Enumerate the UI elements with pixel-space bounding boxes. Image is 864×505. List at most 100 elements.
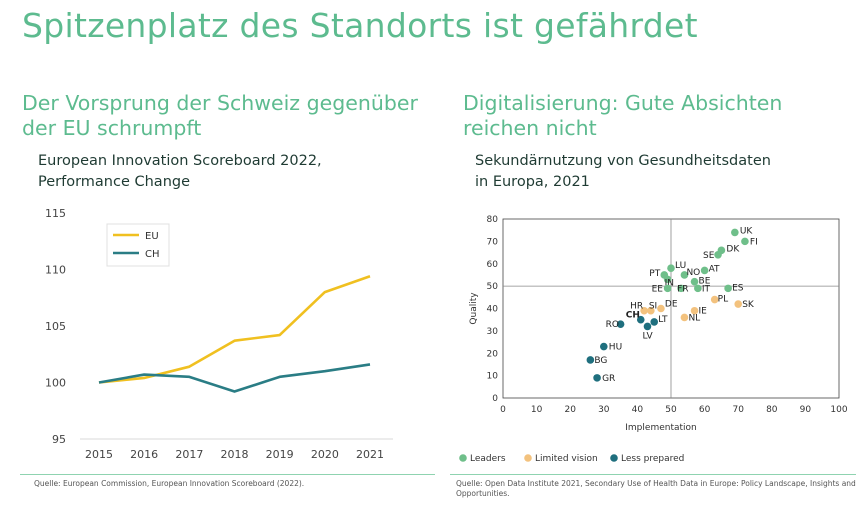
- x-tick-label: 2019: [266, 448, 294, 461]
- y-tick-label: 20: [487, 349, 499, 359]
- legend-label: Limited vision: [535, 454, 598, 464]
- point-ch: [636, 315, 645, 324]
- plot-frame: [502, 218, 840, 399]
- point-label-gr: GR: [602, 374, 615, 384]
- x-tick-label: 2017: [175, 448, 203, 461]
- point-label-es: ES: [732, 283, 744, 293]
- point-de: [657, 304, 665, 313]
- point-ro: [616, 320, 625, 328]
- point-label-at: AT: [709, 264, 720, 274]
- point-label-pt: PT: [649, 269, 660, 279]
- line-chart-title: European Innovation Scoreboard 2022, Per…: [38, 153, 322, 190]
- x-tick-label: 2020: [311, 448, 339, 461]
- point-hu: [600, 342, 608, 351]
- point-label-ch: CH: [626, 311, 640, 321]
- scatter-chart-title: Sekundärnutzung von Gesundheitsdaten in …: [475, 153, 771, 190]
- point-gr: [593, 374, 601, 382]
- point-label-hu: HU: [609, 343, 622, 353]
- x-tick-label: 90: [800, 405, 812, 415]
- x-tick-label: 0: [500, 405, 506, 415]
- point-ie: [690, 306, 699, 315]
- legend-marker: [610, 454, 618, 462]
- left-subtitle: Der Vorsprung der Schweiz gegenüber der …: [22, 91, 418, 140]
- point-label-nl: NL: [688, 313, 700, 323]
- y-tick-label: 50: [487, 282, 499, 292]
- point-label-ie: IE: [699, 307, 708, 317]
- point-label-hr: HR: [630, 302, 643, 312]
- legend-box: [106, 223, 170, 267]
- point-lt: [650, 318, 658, 326]
- point-label-uk: UK: [740, 226, 754, 236]
- point-label-it: IT: [702, 284, 711, 294]
- point-label-de: DE: [665, 300, 678, 310]
- x-axis-title: Implementation: [625, 423, 696, 433]
- point-label-in: IN: [665, 278, 674, 288]
- x-tick-label: 10: [531, 405, 543, 415]
- point-label-fi: FI: [750, 237, 758, 247]
- point-pl: [710, 295, 719, 304]
- y-tick-label: 95: [52, 433, 66, 446]
- x-tick-label: 30: [598, 405, 610, 415]
- x-tick-label: 100: [830, 405, 847, 415]
- point-si: [647, 306, 655, 315]
- point-label-lv: LV: [642, 331, 653, 341]
- y-tick-label: 80: [487, 215, 499, 225]
- x-tick-label: 50: [665, 405, 677, 415]
- point-fi: [741, 237, 749, 246]
- point-at: [700, 266, 709, 275]
- point-label-ee: EE: [652, 284, 664, 294]
- point-label-lu: LU: [675, 261, 686, 271]
- point-label-fr: FR: [677, 284, 688, 294]
- x-tick-label: 20: [564, 405, 576, 415]
- point-lv: [643, 322, 652, 331]
- point-label-se: SE: [703, 251, 715, 261]
- y-tick-label: 100: [45, 377, 66, 390]
- y-tick-label: 40: [487, 305, 499, 315]
- point-in: [663, 275, 672, 284]
- x-tick-label: 80: [766, 405, 778, 415]
- y-tick-label: 30: [487, 327, 499, 337]
- point-label-dk: DK: [726, 244, 740, 254]
- page-title: Spitzenplatz des Standorts ist gefährdet: [22, 6, 698, 45]
- point-label-lt: LT: [658, 315, 668, 325]
- point-lu: [667, 264, 675, 273]
- y-tick-label: 0: [492, 394, 498, 404]
- x-tick-label: 2018: [221, 448, 249, 461]
- point-nl: [680, 313, 689, 322]
- point-label-ro: RO: [606, 320, 619, 330]
- left-source-text: Quelle: European Commission, European In…: [34, 479, 305, 488]
- legend-label: EU: [145, 231, 159, 242]
- y-tick-label: 110: [45, 264, 66, 277]
- y-tick-label: 105: [45, 320, 66, 333]
- left-source: Quelle: European Commission, European In…: [20, 474, 435, 489]
- point-label-sk: SK: [742, 300, 755, 310]
- legend-marker: [524, 454, 532, 462]
- point-label-pl: PL: [718, 295, 728, 305]
- point-ee: [663, 284, 672, 293]
- series-line-eu: [98, 275, 371, 384]
- y-tick-label: 115: [45, 207, 66, 220]
- point-es: [724, 284, 732, 293]
- point-uk: [731, 228, 739, 237]
- point-no: [680, 271, 689, 279]
- x-tick-label: 70: [732, 405, 744, 415]
- point-bg: [586, 356, 595, 364]
- right-source: Quelle: Open Data Institute 2021, Second…: [450, 474, 856, 499]
- y-tick-label: 10: [487, 372, 499, 382]
- legend-label: CH: [145, 249, 160, 260]
- point-label-be: BE: [699, 277, 711, 287]
- y-tick-label: 70: [487, 237, 499, 247]
- right-source-text: Quelle: Open Data Institute 2021, Second…: [456, 479, 856, 498]
- point-label-si: SI: [649, 302, 657, 312]
- y-tick-label: 60: [487, 260, 499, 270]
- x-tick-label: 60: [699, 405, 711, 415]
- point-label-bg: BG: [594, 356, 607, 366]
- point-sk: [734, 300, 742, 308]
- point-se: [714, 251, 722, 259]
- x-tick-label: 2021: [356, 448, 384, 461]
- right-subtitle: Digitalisierung: Gute Absichten reichen …: [463, 91, 783, 140]
- series-line-ch: [98, 363, 371, 393]
- point-be: [690, 277, 699, 286]
- point-hr: [640, 306, 648, 315]
